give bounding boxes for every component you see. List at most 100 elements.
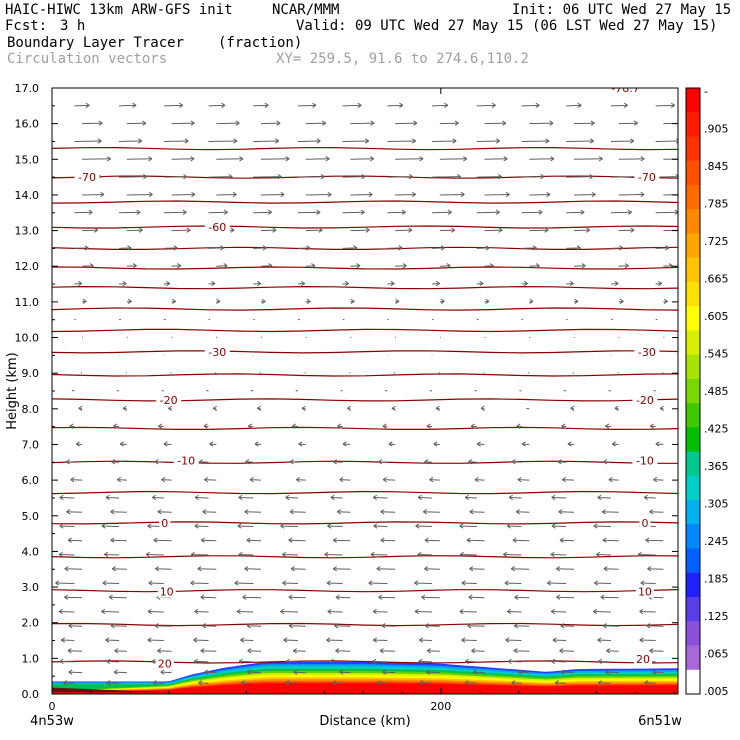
wind-vector (417, 494, 433, 501)
colorbar-frame (685, 87, 701, 695)
wind-vector (60, 637, 75, 643)
wind-vector (395, 227, 413, 233)
wind-vector (342, 209, 365, 215)
wind-vector (438, 372, 441, 374)
temperature-contour (52, 373, 678, 377)
contour-label-bg (204, 345, 230, 358)
colorbar-swatch (686, 403, 700, 428)
wind-vector (529, 191, 551, 198)
wind-vector (484, 336, 486, 338)
wind-vector (247, 669, 262, 675)
field-name: Boundary Layer Tracer (7, 35, 185, 51)
y-tick-label: 17.0 (15, 82, 40, 95)
wind-vector (649, 509, 664, 515)
wind-vector (110, 623, 127, 629)
wind-vector (372, 494, 388, 501)
wind-vector (288, 594, 306, 600)
wind-vector (573, 227, 591, 233)
wind-vector (504, 580, 522, 586)
wind-vector (507, 608, 522, 615)
wind-vector (253, 209, 272, 215)
y-axis-label: Height (km) (5, 352, 20, 429)
wind-vector (339, 669, 351, 675)
contour-label-bg (606, 88, 646, 94)
contour-label-bg (639, 516, 651, 529)
wind-vector (646, 623, 664, 629)
wind-vector (194, 608, 209, 615)
wind-vector (208, 209, 228, 215)
wind-vector (603, 459, 611, 465)
wind-vector (82, 156, 111, 162)
colorbar-swatch (686, 378, 700, 404)
wind-vector (216, 191, 237, 198)
wind-vector (209, 441, 217, 447)
wind-vector (414, 608, 433, 615)
colorbar-swatch (686, 572, 700, 598)
wind-vector (114, 648, 127, 654)
wind-vector (171, 336, 173, 338)
wind-vector (122, 405, 127, 411)
wind-vector (483, 372, 485, 374)
wind-vector (387, 209, 406, 215)
wind-vector (253, 138, 280, 144)
contour-label-bg (156, 393, 182, 406)
contour-label: 0 (641, 517, 648, 530)
wind-vector (126, 227, 143, 233)
wind-vector (74, 138, 102, 144)
wind-vector (200, 537, 217, 543)
contour-label-bg (173, 454, 199, 467)
wind-vector (119, 280, 127, 287)
wind-vector (519, 390, 522, 392)
wind-vector (653, 390, 656, 392)
x-end-label-left: 4n53w (30, 714, 74, 729)
wind-vector (297, 245, 311, 251)
wind-vector (655, 318, 658, 321)
wind-vector (647, 566, 664, 572)
wind-vector (421, 594, 440, 600)
wind-vector (336, 509, 351, 515)
colorbar-label: .005 (704, 685, 729, 698)
wind-vector (566, 280, 574, 287)
wind-vector (163, 318, 166, 321)
wind-vector (384, 390, 388, 392)
wind-vector (388, 441, 396, 447)
wind-vector (474, 390, 477, 392)
y-tick-label: 3.0 (22, 581, 40, 594)
wind-vector (468, 459, 477, 465)
wind-vector (282, 551, 298, 558)
wind-vector (379, 648, 396, 654)
wind-vector (561, 423, 567, 429)
wind-vector (610, 102, 628, 108)
colorbar-swatch (686, 306, 700, 331)
wind-vector (82, 120, 103, 126)
wind-vector (291, 423, 298, 429)
wind-vector (334, 623, 351, 629)
wind-vector (59, 658, 75, 665)
wind-vector (298, 441, 306, 447)
wind-vector (382, 669, 396, 675)
wind-vector (194, 494, 209, 501)
wind-vector (161, 476, 172, 483)
wind-vector (290, 566, 306, 572)
wind-vector (163, 138, 189, 144)
wind-vector (380, 537, 396, 543)
wind-vector (376, 680, 388, 686)
wind-vector (439, 263, 451, 269)
wind-vector (250, 390, 254, 392)
colorbar-swatch (686, 548, 700, 574)
wind-vector (512, 537, 530, 543)
wind-vector (260, 156, 290, 162)
wind-vector (58, 608, 75, 615)
wind-vector (395, 156, 424, 162)
wind-vector (171, 120, 195, 126)
wind-vector (560, 669, 575, 675)
wind-vector (521, 209, 543, 215)
wind-vector (116, 390, 120, 392)
wind-vector (340, 390, 343, 392)
temperature-contour (52, 285, 678, 290)
contour-label: -20 (636, 394, 654, 407)
wind-vector (556, 566, 575, 572)
wind-vector (464, 680, 477, 686)
wind-vector (260, 191, 285, 198)
wind-vector (476, 280, 484, 287)
